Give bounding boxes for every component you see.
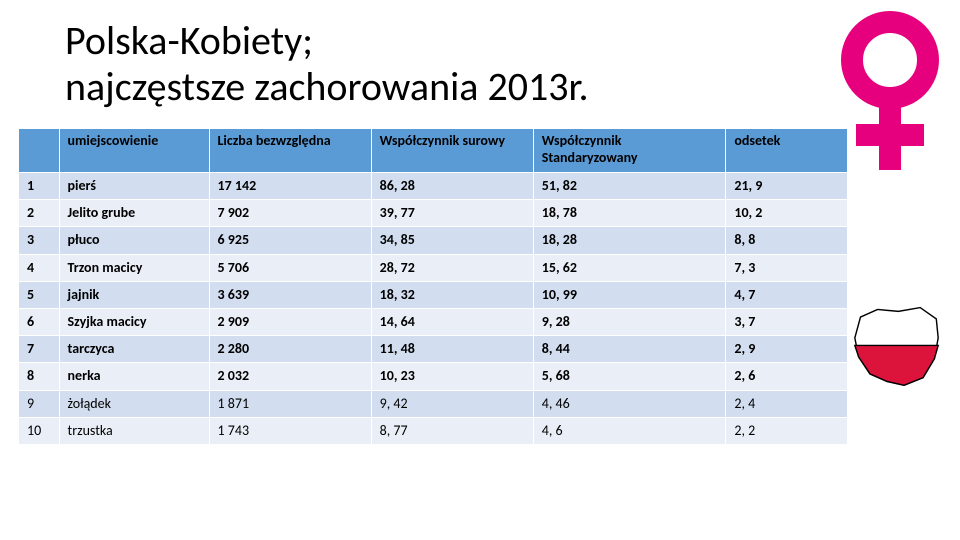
cell-pct: 2, 4 xyxy=(726,390,848,417)
cell-crude: 34, 85 xyxy=(371,227,533,254)
poland-map-icon xyxy=(849,300,944,390)
col-crude-rate: Współczynnik surowy xyxy=(371,129,533,173)
col-percentage: odsetek xyxy=(726,129,848,173)
cell-absolute: 1 743 xyxy=(209,417,371,444)
cell-std: 18, 28 xyxy=(533,227,726,254)
cell-location: nerka xyxy=(59,363,209,390)
table-row: 7 tarczyca 2 280 11, 48 8, 44 2, 9 xyxy=(19,336,848,363)
cell-location: płuco xyxy=(59,227,209,254)
col-standardized-rate: Współczynnik Standaryzowany xyxy=(533,129,726,173)
data-table-container: umiejscowienie Liczba bezwzględna Współc… xyxy=(18,128,848,445)
cell-crude: 9, 42 xyxy=(371,390,533,417)
table-row: 2 Jelito grube 7 902 39, 77 18, 78 10, 2 xyxy=(19,200,848,227)
cell-absolute: 2 032 xyxy=(209,363,371,390)
table-row: 6 Szyjka macicy 2 909 14, 64 9, 28 3, 7 xyxy=(19,308,848,335)
cell-std: 5, 68 xyxy=(533,363,726,390)
cell-absolute: 17 142 xyxy=(209,173,371,200)
cell-crude: 39, 77 xyxy=(371,200,533,227)
cell-rank: 7 xyxy=(19,336,60,363)
cell-rank: 1 xyxy=(19,173,60,200)
table-row: 8 nerka 2 032 10, 23 5, 68 2, 6 xyxy=(19,363,848,390)
table-row: 3 płuco 6 925 34, 85 18, 28 8, 8 xyxy=(19,227,848,254)
cell-pct: 8, 8 xyxy=(726,227,848,254)
female-symbol-icon xyxy=(830,10,950,180)
cell-location: trzustka xyxy=(59,417,209,444)
col-rank xyxy=(19,129,60,173)
cell-pct: 3, 7 xyxy=(726,308,848,335)
cell-location: Jelito grube xyxy=(59,200,209,227)
cell-crude: 11, 48 xyxy=(371,336,533,363)
cell-std: 9, 28 xyxy=(533,308,726,335)
cancer-incidence-table: umiejscowienie Liczba bezwzględna Współc… xyxy=(18,128,848,445)
cell-crude: 18, 32 xyxy=(371,281,533,308)
title-line-1: Polska-Kobiety; xyxy=(65,16,313,65)
cell-pct: 7, 3 xyxy=(726,254,848,281)
cell-location: pierś xyxy=(59,173,209,200)
table-row: 5 jajnik 3 639 18, 32 10, 99 4, 7 xyxy=(19,281,848,308)
cell-location: Trzon macicy xyxy=(59,254,209,281)
cell-pct: 2, 2 xyxy=(726,417,848,444)
cell-rank: 4 xyxy=(19,254,60,281)
cell-std: 15, 62 xyxy=(533,254,726,281)
cell-absolute: 2 909 xyxy=(209,308,371,335)
cell-rank: 9 xyxy=(19,390,60,417)
table-row: 4 Trzon macicy 5 706 28, 72 15, 62 7, 3 xyxy=(19,254,848,281)
col-absolute: Liczba bezwzględna xyxy=(209,129,371,173)
cell-pct: 2, 6 xyxy=(726,363,848,390)
cell-crude: 86, 28 xyxy=(371,173,533,200)
table-body: 1 pierś 17 142 86, 28 51, 82 21, 9 2 Jel… xyxy=(19,173,848,445)
table-row: 1 pierś 17 142 86, 28 51, 82 21, 9 xyxy=(19,173,848,200)
cell-rank: 10 xyxy=(19,417,60,444)
cell-absolute: 6 925 xyxy=(209,227,371,254)
cell-rank: 2 xyxy=(19,200,60,227)
table-row: 9 żołądek 1 871 9, 42 4, 46 2, 4 xyxy=(19,390,848,417)
cell-std: 8, 44 xyxy=(533,336,726,363)
cell-absolute: 2 280 xyxy=(209,336,371,363)
cell-absolute: 3 639 xyxy=(209,281,371,308)
cell-absolute: 7 902 xyxy=(209,200,371,227)
cell-pct: 10, 2 xyxy=(726,200,848,227)
cell-crude: 28, 72 xyxy=(371,254,533,281)
cell-crude: 14, 64 xyxy=(371,308,533,335)
table-header-row: umiejscowienie Liczba bezwzględna Współc… xyxy=(19,129,848,173)
cell-absolute: 1 871 xyxy=(209,390,371,417)
title-line-2: najczęstsze zachorowania 2013r. xyxy=(65,62,589,111)
cell-crude: 10, 23 xyxy=(371,363,533,390)
cell-location: Szyjka macicy xyxy=(59,308,209,335)
cell-location: jajnik xyxy=(59,281,209,308)
table-row: 10 trzustka 1 743 8, 77 4, 6 2, 2 xyxy=(19,417,848,444)
cell-std: 18, 78 xyxy=(533,200,726,227)
cell-crude: 8, 77 xyxy=(371,417,533,444)
cell-std: 10, 99 xyxy=(533,281,726,308)
cell-pct: 2, 9 xyxy=(726,336,848,363)
cell-std: 51, 82 xyxy=(533,173,726,200)
cell-absolute: 5 706 xyxy=(209,254,371,281)
cell-std: 4, 46 xyxy=(533,390,726,417)
cell-pct: 4, 7 xyxy=(726,281,848,308)
cell-rank: 8 xyxy=(19,363,60,390)
cell-std: 4, 6 xyxy=(533,417,726,444)
cell-rank: 3 xyxy=(19,227,60,254)
cell-pct: 21, 9 xyxy=(726,173,848,200)
cell-location: żołądek xyxy=(59,390,209,417)
col-location: umiejscowienie xyxy=(59,129,209,173)
cell-rank: 6 xyxy=(19,308,60,335)
slide-title: Polska-Kobiety; najczęstsze zachorowania… xyxy=(65,18,589,110)
cell-rank: 5 xyxy=(19,281,60,308)
cell-location: tarczyca xyxy=(59,336,209,363)
